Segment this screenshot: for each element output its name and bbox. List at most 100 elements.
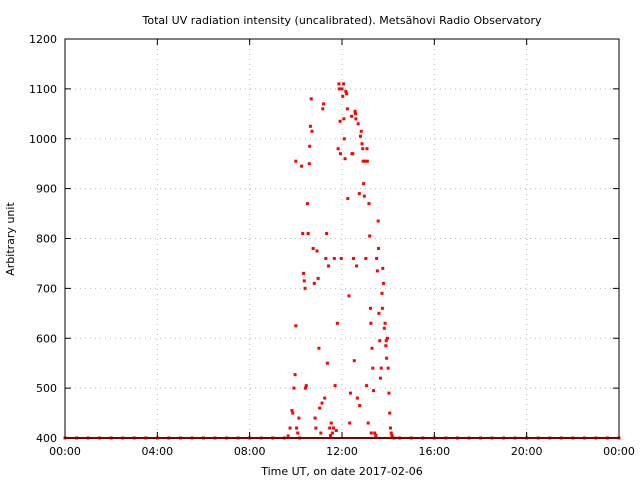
chart-title: Total UV radiation intensity (uncalibrat… [142, 14, 542, 27]
data-point [368, 234, 372, 238]
data-point [313, 416, 317, 420]
axis-ticks [64, 38, 620, 439]
data-point [292, 386, 296, 390]
data-point [353, 109, 357, 113]
data-point [358, 134, 362, 138]
data-point [347, 294, 351, 298]
x-axis-label: Time UT, on date 2017-02-06 [260, 465, 423, 478]
data-point [381, 266, 385, 270]
data-point [302, 271, 306, 275]
grid [65, 39, 619, 438]
data-point [350, 114, 354, 118]
data-point [385, 336, 389, 340]
data-point [358, 404, 362, 408]
data-point [348, 421, 352, 425]
data-point [345, 92, 349, 96]
data-point [355, 396, 359, 400]
data-point [329, 421, 333, 425]
y-tick-label: 1200 [29, 33, 57, 46]
data-point [337, 82, 341, 86]
data-point [294, 159, 298, 163]
data-point [312, 281, 316, 285]
data-point [338, 152, 342, 156]
data-point [389, 431, 393, 435]
data-point [357, 192, 361, 196]
data-point [352, 256, 356, 260]
x-tick-label: 12:00 [326, 445, 358, 458]
data-point [303, 286, 307, 290]
data-point [307, 162, 311, 166]
data-point [303, 386, 307, 390]
data-point [348, 391, 352, 395]
data-point [319, 431, 323, 435]
data-point [388, 426, 392, 430]
data-point [346, 197, 350, 201]
data-point [374, 434, 378, 438]
data-point [325, 361, 329, 365]
x-tick-label: 08:00 [234, 445, 266, 458]
data-point [308, 124, 312, 128]
data-point [315, 249, 319, 253]
data-point [365, 159, 369, 163]
data-point [361, 159, 365, 163]
data-point [364, 256, 368, 260]
data-point [317, 346, 321, 350]
data-point [335, 321, 339, 325]
y-tick-label: 400 [36, 432, 57, 445]
data-point [354, 117, 358, 121]
data-point [368, 306, 372, 310]
data-point [369, 321, 373, 325]
y-tick-label: 900 [36, 183, 57, 196]
data-point [337, 87, 341, 91]
data-point [330, 431, 334, 435]
data-point [370, 346, 374, 350]
x-tick-label: 00:00 [603, 445, 635, 458]
data-point [324, 256, 328, 260]
data-point [320, 401, 324, 405]
data-point [294, 324, 298, 328]
y-tick-label: 800 [36, 233, 57, 246]
y-tick-label: 500 [36, 382, 57, 395]
data-point [302, 279, 306, 283]
x-tick-label: 00:00 [49, 445, 81, 458]
data-point [384, 344, 388, 348]
y-tick-label: 1000 [29, 133, 57, 146]
data-point [379, 366, 383, 370]
data-point [323, 396, 327, 400]
data-point [288, 426, 292, 430]
data-point [365, 384, 369, 388]
y-axis-label: Arbitrary unit [4, 202, 17, 276]
data-point [361, 147, 365, 151]
data-point [327, 264, 331, 268]
y-tick-label: 600 [36, 332, 57, 345]
data-point [336, 147, 340, 151]
data-point [386, 366, 390, 370]
data-point [342, 82, 346, 86]
data-point [371, 366, 375, 370]
data-point [378, 339, 382, 343]
y-tick-label: 700 [36, 282, 57, 295]
data-point [367, 202, 371, 206]
data-point [318, 406, 322, 410]
data-point [343, 157, 347, 161]
data-point [373, 431, 377, 435]
data-point [293, 373, 297, 377]
data-point [306, 232, 310, 236]
data-points [63, 82, 621, 440]
data-point [305, 202, 309, 206]
data-point [291, 411, 295, 415]
data-point [387, 391, 391, 395]
data-point [380, 291, 384, 295]
data-point [372, 389, 376, 393]
data-point [382, 281, 386, 285]
y-tick-labels: 400 500 600 700 800 900 1000 1100 1200 [29, 33, 57, 445]
data-point [325, 232, 329, 236]
data-point [309, 97, 313, 101]
data-point [375, 269, 379, 273]
data-point [328, 434, 332, 438]
data-point [369, 431, 373, 435]
data-point [342, 137, 346, 141]
data-point [377, 246, 381, 250]
data-point [390, 434, 394, 438]
